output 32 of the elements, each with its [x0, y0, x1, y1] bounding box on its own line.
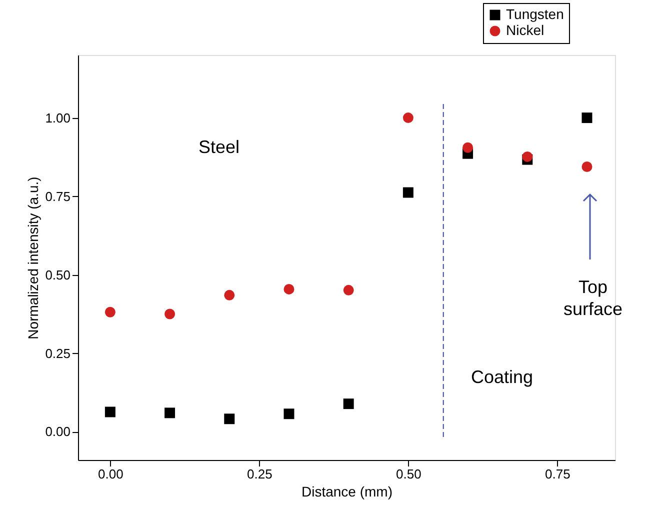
point: [164, 308, 176, 320]
point: [224, 290, 235, 300]
point: [402, 112, 414, 124]
point: [343, 284, 354, 296]
y-tick-label: 0.25: [45, 346, 70, 361]
x-tick-label: 0.25: [247, 466, 272, 482]
point: [224, 414, 235, 424]
x-tick-label: 0.00: [98, 466, 124, 482]
point: [402, 187, 414, 198]
y-axis-title: Normalized intensity (a.u.): [25, 176, 42, 340]
x-tick-label: 0.75: [545, 466, 570, 482]
annotation: Coating: [470, 367, 534, 387]
legend-label: Tungsten: [506, 6, 564, 22]
point: [462, 142, 474, 153]
annotation: Top surface: [563, 277, 623, 319]
point: [104, 306, 116, 318]
point: [284, 284, 294, 294]
legend-label: Nickel: [506, 22, 544, 38]
x-tick-label: 0.50: [396, 466, 422, 482]
point: [343, 398, 354, 410]
point: [582, 112, 592, 124]
point: [284, 408, 294, 420]
y-tick-label: 1.00: [45, 110, 70, 126]
point: [104, 406, 116, 418]
point: [582, 162, 592, 172]
y-tick-label: 0.50: [45, 267, 70, 282]
annotation: Steel: [198, 137, 240, 157]
y-tick-label: 0.00: [45, 424, 70, 440]
point: [522, 151, 533, 162]
point: [164, 408, 176, 418]
x-axis-title: Distance (mm): [301, 484, 393, 500]
y-tick-label: 0.75: [45, 188, 70, 204]
